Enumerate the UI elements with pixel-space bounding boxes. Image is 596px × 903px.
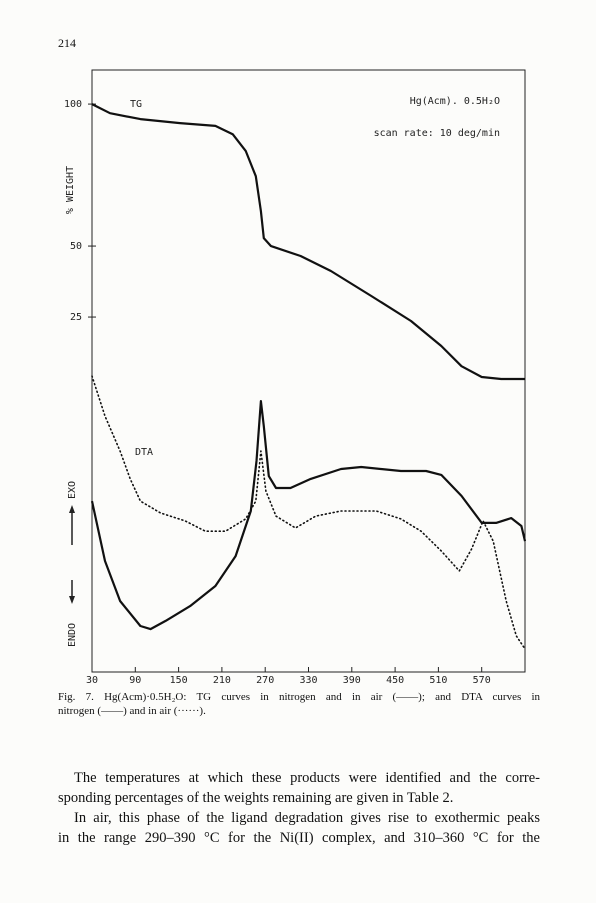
x-tick-label: 30: [86, 675, 98, 686]
x-tick-label: 270: [256, 675, 274, 686]
x-tick-label: 90: [129, 675, 141, 686]
text-line: The temperatures at which these products…: [74, 770, 540, 786]
chart: Hg(Acm). 0.5H₂O scan rate: 10 deg/min % WE…: [64, 69, 527, 686]
y-tick-label: 100: [64, 99, 82, 110]
x-tick-label: 210: [213, 675, 231, 686]
page-number: 214: [58, 36, 76, 50]
text-line: nitrogen (——) and in air (······).: [58, 705, 206, 717]
exo-arrow-head: [69, 505, 75, 513]
y-axis-label: % WEIGHT: [65, 166, 76, 214]
text-line: In air, this phase of the ligand degrada…: [74, 810, 540, 826]
chart-title: Hg(Acm). 0.5H₂O: [410, 96, 500, 107]
chart-subtitle: scan rate: 10 deg/min: [374, 128, 500, 139]
curve-label: TG: [130, 99, 142, 110]
body-text: The temperatures at which these products…: [58, 768, 540, 848]
y-tick-label: 25: [70, 312, 82, 323]
data-line: [91, 103, 525, 381]
x-tick-label: 570: [473, 675, 491, 686]
data-line: [91, 375, 526, 650]
plot-frame: [91, 69, 526, 673]
data-line: [90, 400, 527, 631]
x-tick-label: 330: [299, 675, 317, 686]
x-tick-label: 510: [429, 675, 447, 686]
endo-label: ENDO: [67, 623, 78, 647]
x-tick-label: 390: [343, 675, 361, 686]
y-tick-label: 50: [70, 241, 82, 252]
text-line: in the range 290–390 °C for the Ni(II) c…: [58, 830, 540, 846]
endo-arrow-head: [69, 596, 75, 604]
curve-label: DTA: [135, 447, 153, 458]
x-tick-label: 150: [170, 675, 188, 686]
figure-caption: Fig. 7. Hg(Acm)·0.5H₂O: TG curves in nit…: [58, 690, 540, 718]
x-tick-label: 450: [386, 675, 404, 686]
text-line: Fig. 7. Hg(Acm)·0.5H₂O: TG curves in nit…: [58, 691, 540, 703]
text-line: sponding percentages of the weights rema…: [58, 790, 454, 806]
exo-label: EXO: [67, 481, 78, 499]
